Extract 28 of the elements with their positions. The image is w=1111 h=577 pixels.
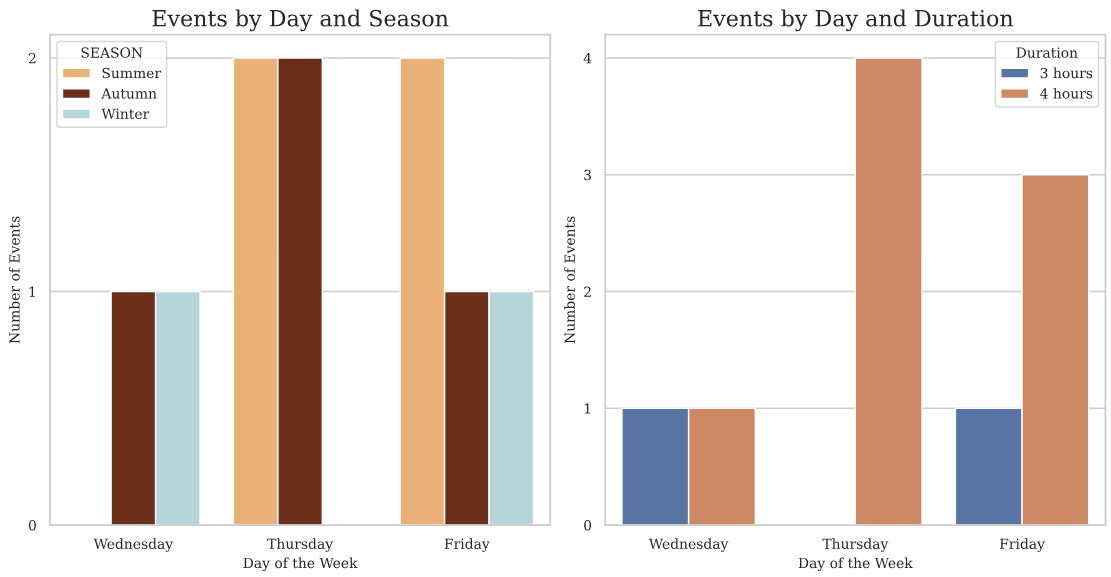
x-tick-label: Friday: [999, 538, 1045, 552]
x-tick-label: Thursday: [822, 538, 889, 552]
y-tick-label: 0: [584, 520, 592, 531]
x-tick-label: Wednesday: [648, 538, 729, 552]
legend-title: Duration: [1016, 47, 1078, 58]
chart-title: Events by Day and Duration: [698, 9, 1014, 32]
legend-label: Autumn: [101, 88, 157, 99]
x-axis-title: Day of the Week: [798, 557, 913, 572]
legend-label: Winter: [101, 108, 150, 120]
y-tick-label: 2: [28, 52, 36, 64]
bar: [854, 57, 923, 526]
x-tick-label: Wednesday: [93, 538, 174, 552]
y-tick-label: 3: [584, 169, 592, 181]
legend-label: Summer: [102, 67, 162, 79]
y-tick-label: 4: [583, 52, 592, 64]
y-axis-title: Number of Events: [564, 216, 575, 344]
legend-label: 4 hours: [1040, 87, 1093, 99]
y-tick-label: 1: [29, 286, 35, 297]
legend-title: SEASON: [81, 47, 143, 58]
x-axis-title: Day of the Week: [243, 557, 358, 572]
y-tick-label: 0: [28, 520, 36, 531]
x-tick-label: Thursday: [267, 538, 334, 552]
x-tick-label: Friday: [444, 538, 490, 552]
legend-label: 3 hours: [1040, 67, 1093, 79]
chart-title: Events by Day and Season: [152, 9, 449, 32]
y-tick-label: 2: [584, 286, 591, 297]
y-tick-label: 1: [584, 403, 591, 414]
y-axis-title: Number of Events: [8, 216, 20, 344]
